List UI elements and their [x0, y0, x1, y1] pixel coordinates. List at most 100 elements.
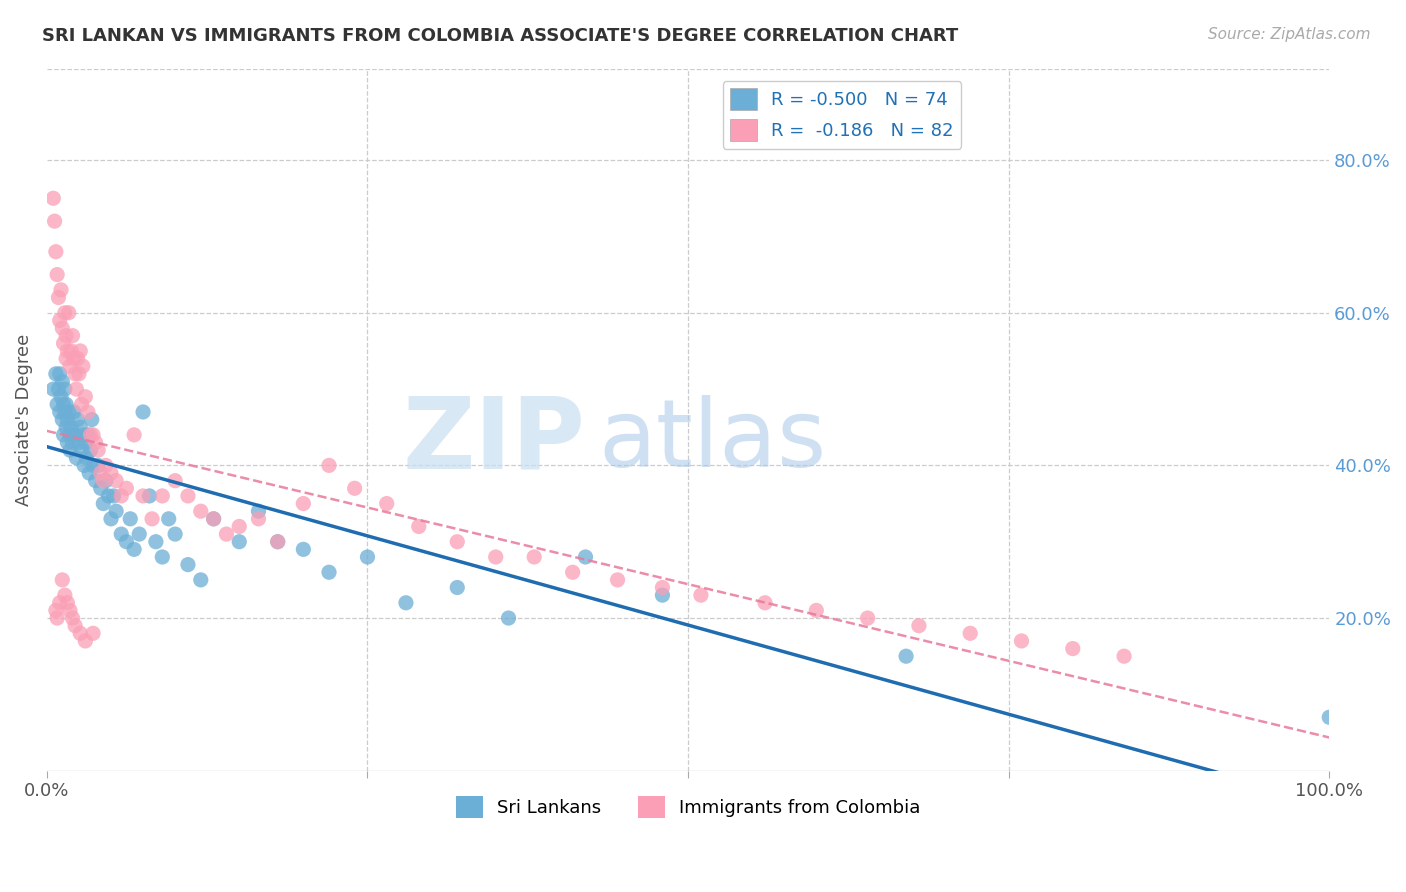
Point — [157, 512, 180, 526]
Point — [105, 504, 128, 518]
Point — [91, 497, 114, 511]
Point — [202, 512, 225, 526]
Point — [110, 489, 132, 503]
Point — [215, 527, 238, 541]
Point — [103, 489, 125, 503]
Point — [65, 450, 87, 465]
Point — [63, 618, 86, 632]
Point — [59, 428, 82, 442]
Point — [561, 566, 583, 580]
Point — [84, 435, 107, 450]
Point — [228, 519, 250, 533]
Point — [87, 443, 110, 458]
Point — [60, 420, 83, 434]
Text: ZIP: ZIP — [402, 392, 585, 489]
Point — [55, 397, 77, 411]
Point — [67, 367, 90, 381]
Point — [72, 359, 94, 374]
Point — [1317, 710, 1340, 724]
Point — [375, 497, 398, 511]
Point — [408, 519, 430, 533]
Point — [100, 512, 122, 526]
Point — [53, 588, 76, 602]
Point — [59, 443, 82, 458]
Point — [128, 527, 150, 541]
Point — [894, 649, 917, 664]
Point — [150, 489, 173, 503]
Point — [42, 382, 65, 396]
Point — [56, 412, 79, 426]
Point — [46, 268, 69, 282]
Point — [52, 397, 75, 411]
Point — [51, 375, 73, 389]
Point — [202, 512, 225, 526]
Point — [48, 291, 70, 305]
Point — [177, 489, 200, 503]
Point — [53, 405, 76, 419]
Point — [79, 443, 101, 458]
Point — [63, 351, 86, 366]
Point — [606, 573, 628, 587]
Point — [58, 405, 80, 419]
Point — [69, 420, 91, 434]
Point — [52, 336, 75, 351]
Point — [446, 534, 468, 549]
Point — [806, 603, 828, 617]
Point — [69, 626, 91, 640]
Point — [51, 412, 73, 426]
Point — [959, 626, 981, 640]
Point — [292, 542, 315, 557]
Point — [343, 481, 366, 495]
Point — [45, 367, 67, 381]
Point — [59, 603, 82, 617]
Point — [56, 596, 79, 610]
Point — [94, 474, 117, 488]
Point — [48, 596, 70, 610]
Point — [122, 542, 145, 557]
Point — [46, 611, 69, 625]
Point — [190, 573, 212, 587]
Point — [60, 343, 83, 358]
Point — [91, 474, 114, 488]
Point — [53, 306, 76, 320]
Point — [120, 512, 142, 526]
Point — [90, 466, 112, 480]
Point — [132, 405, 155, 419]
Point — [1112, 649, 1135, 664]
Point — [690, 588, 713, 602]
Point — [49, 390, 72, 404]
Point — [77, 466, 100, 480]
Point — [79, 428, 101, 442]
Point — [908, 618, 931, 632]
Point — [48, 367, 70, 381]
Point — [190, 504, 212, 518]
Point — [62, 435, 84, 450]
Point — [75, 390, 97, 404]
Point — [318, 566, 340, 580]
Point — [856, 611, 879, 625]
Point — [145, 534, 167, 549]
Point — [395, 596, 418, 610]
Point — [574, 549, 596, 564]
Point — [73, 458, 96, 473]
Point — [141, 512, 163, 526]
Point — [70, 397, 93, 411]
Point — [97, 489, 120, 503]
Legend: Sri Lankans, Immigrants from Colombia: Sri Lankans, Immigrants from Colombia — [449, 789, 928, 825]
Point — [165, 527, 187, 541]
Point — [66, 351, 89, 366]
Point — [90, 481, 112, 495]
Point — [122, 428, 145, 442]
Point — [356, 549, 378, 564]
Point — [58, 306, 80, 320]
Point — [77, 405, 100, 419]
Point — [177, 558, 200, 572]
Point — [46, 397, 69, 411]
Point — [105, 474, 128, 488]
Point — [48, 313, 70, 327]
Point — [446, 581, 468, 595]
Point — [63, 428, 86, 442]
Point — [67, 435, 90, 450]
Point — [42, 191, 65, 205]
Point — [247, 504, 270, 518]
